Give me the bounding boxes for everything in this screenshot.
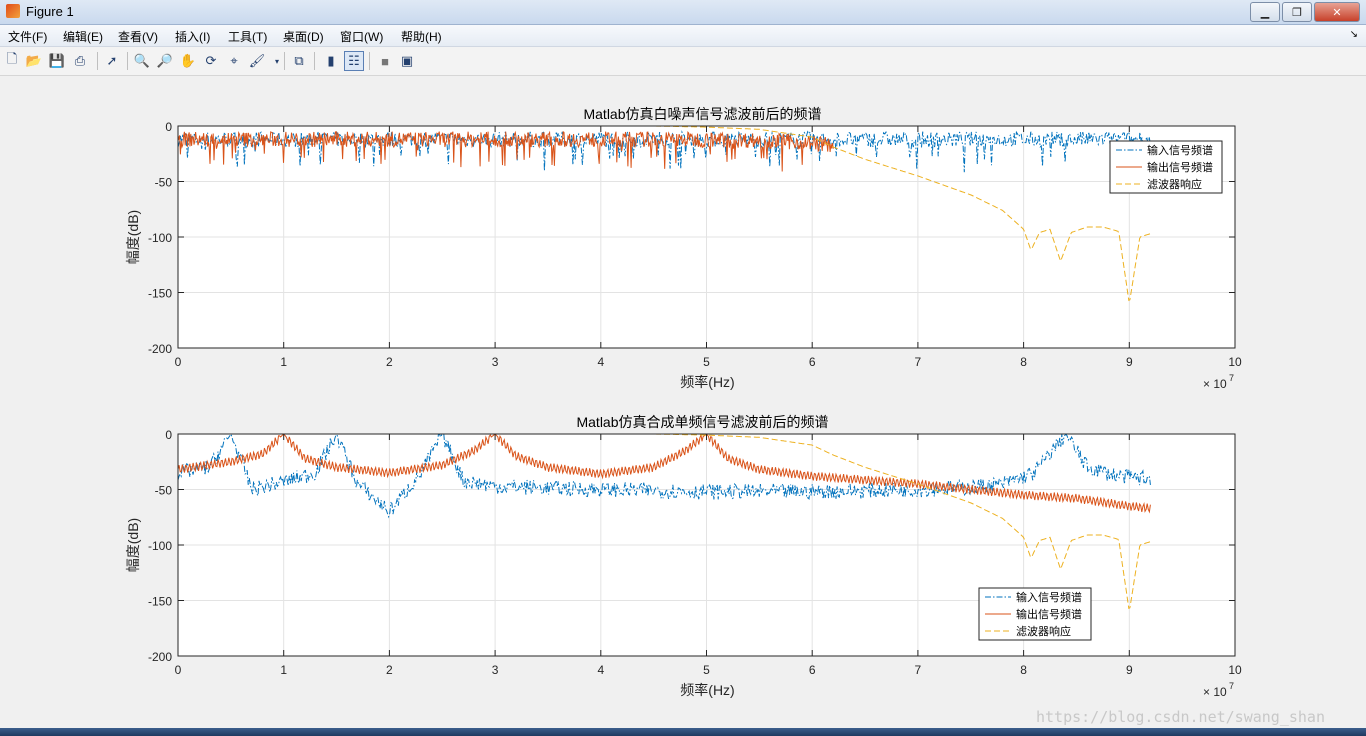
y-tick-label: -100 — [148, 231, 172, 245]
x-exponent-sup: 7 — [1229, 373, 1234, 383]
x-tick-label: 3 — [492, 355, 499, 369]
y-tick-label: -50 — [155, 484, 173, 498]
x-exponent-sup: 7 — [1229, 681, 1234, 691]
x-tick-label: 2 — [386, 355, 393, 369]
legend-label-1: 输入信号频谱 — [1016, 590, 1082, 604]
x-tick-label: 6 — [809, 355, 816, 369]
taskbar — [0, 728, 1366, 736]
legend-icon[interactable]: ☷ — [344, 51, 364, 71]
zoom-out-icon[interactable]: 🔎 — [156, 53, 174, 68]
save-icon[interactable]: 💾 — [48, 53, 66, 68]
x-tick-label: 10 — [1228, 663, 1242, 677]
watermark: https://blog.csdn.net/swang_shan — [1036, 708, 1325, 726]
x-tick-label: 8 — [1020, 355, 1027, 369]
maximize-button[interactable]: ❐ — [1282, 2, 1312, 22]
matlab-logo-icon — [6, 4, 20, 18]
x-tick-label: 4 — [597, 355, 604, 369]
chart-title: Matlab仿真合成单频信号滤波前后的频谱 — [576, 414, 828, 430]
x-tick-label: 9 — [1126, 663, 1133, 677]
x-tick-label: 1 — [280, 355, 287, 369]
close-button[interactable]: ✕ — [1314, 2, 1360, 22]
menu-insert[interactable]: 插入(I) — [175, 30, 211, 44]
menu-edit[interactable]: 编辑(E) — [63, 30, 103, 44]
menu-view[interactable]: 查看(V) — [118, 30, 158, 44]
series-line-1 — [178, 434, 1151, 519]
series-line-2 — [178, 434, 1151, 514]
brush-dropdown-icon[interactable]: ▾ — [274, 56, 279, 66]
minimize-button[interactable]: ▁ — [1250, 2, 1280, 22]
window-title: Figure 1 — [26, 4, 74, 19]
menu-help[interactable]: 帮助(H) — [401, 30, 442, 44]
figure-canvas: 0 1 2 3 4 5 6 7 8 9 100-50-100-150-200Matlab仿真白噪声信… — [125, 106, 1242, 699]
y-tick-label: -200 — [148, 342, 172, 356]
y-tick-label: -50 — [155, 176, 173, 190]
colorbar-icon[interactable]: ▮ — [327, 53, 335, 68]
x-axis-label: 频率(Hz) — [680, 682, 734, 698]
dock-icon[interactable]: ▣ — [400, 53, 414, 68]
legend-label-3: 滤波器响应 — [1016, 624, 1071, 638]
x-tick-label: 2 — [386, 663, 393, 677]
select-arrow-icon[interactable]: ➚ — [106, 53, 118, 68]
x-tick-label: 7 — [915, 663, 922, 677]
x-tick-label: 4 — [597, 663, 604, 677]
y-tick-label: 0 — [165, 120, 172, 134]
y-tick-label: 0 — [165, 428, 172, 442]
zoom-in-icon[interactable]: 🔍 — [133, 53, 151, 68]
menu-tools[interactable]: 工具(T) — [228, 30, 268, 44]
legend-label-1: 输入信号频谱 — [1147, 143, 1213, 157]
x-exponent-label: × 10 — [1203, 685, 1227, 699]
x-tick-label: 3 — [492, 663, 499, 677]
print-icon[interactable]: ⎙ — [74, 53, 86, 68]
y-tick-label: -150 — [148, 595, 172, 609]
x-exponent-label: × 10 — [1203, 377, 1227, 391]
rotate-3d-icon[interactable]: ⟳ — [205, 53, 217, 68]
legend-label-2: 输出信号频谱 — [1147, 160, 1213, 174]
menu-arrow-icon[interactable]: ↘ — [1349, 29, 1358, 40]
x-tick-label: 8 — [1020, 663, 1027, 677]
x-tick-label: 5 — [703, 663, 710, 677]
y-axis-label: 幅度(dB) — [125, 210, 141, 264]
x-axis-label: 频率(Hz) — [680, 374, 734, 390]
legend-label-3: 滤波器响应 — [1147, 177, 1202, 191]
y-axis-label: 幅度(dB) — [125, 518, 141, 572]
chart-title: Matlab仿真白噪声信号滤波前后的频谱 — [583, 106, 821, 122]
legend-label-2: 输出信号频谱 — [1016, 607, 1082, 621]
y-tick-label: -150 — [148, 287, 172, 301]
pan-hand-icon[interactable]: ✋ — [179, 53, 197, 68]
subplot-1: 0 1 2 3 4 5 6 7 8 9 10 0 -50 -100 -150 -200 Matlab仿真白噪声信… — [125, 106, 1242, 391]
x-tick-label: 9 — [1126, 355, 1133, 369]
x-tick-label: 5 — [703, 355, 710, 369]
x-tick-label: 0 — [175, 355, 182, 369]
data-cursor-icon[interactable]: ⌖ — [230, 53, 238, 68]
y-tick-label: -200 — [148, 650, 172, 664]
x-tick-label: 7 — [915, 355, 922, 369]
y-tick-label: -100 — [148, 539, 172, 553]
new-file-icon[interactable]: 🗋 — [6, 51, 18, 66]
x-tick-label: 10 — [1228, 355, 1242, 369]
figure-toolbar: 🗋 📂 💾 ⎙ ➚ 🔍 🔎 ✋ ⟳ ⌖ 🖌 ▾ ⧉ ▮ ☷ ■ ▣ — [0, 47, 1366, 76]
brush-icon[interactable]: 🖌 — [248, 53, 266, 68]
x-tick-label: 0 — [175, 663, 182, 677]
link-plot-icon[interactable]: ⧉ — [294, 53, 304, 68]
window-titlebar: Figure 1 ▁ ❐ ✕ — [0, 0, 1366, 25]
menu-bar: 文件(F) 编辑(E) 查看(V) 插入(I) 工具(T) 桌面(D) 窗口(W… — [0, 25, 1366, 47]
menu-file[interactable]: 文件(F) — [8, 30, 48, 44]
menu-desktop[interactable]: 桌面(D) — [283, 30, 324, 44]
subplot-2: 0 1 2 3 4 5 6 7 8 9 10 0 -50 -100 -150 -200 Matlab仿真合成单频… — [125, 414, 1242, 699]
menu-window[interactable]: 窗口(W) — [340, 30, 384, 44]
x-tick-label: 6 — [809, 663, 816, 677]
hide-tools-icon[interactable]: ■ — [381, 53, 389, 69]
x-tick-label: 1 — [280, 663, 287, 677]
series-line-2 — [178, 130, 834, 172]
open-folder-icon[interactable]: 📂 — [25, 53, 43, 68]
